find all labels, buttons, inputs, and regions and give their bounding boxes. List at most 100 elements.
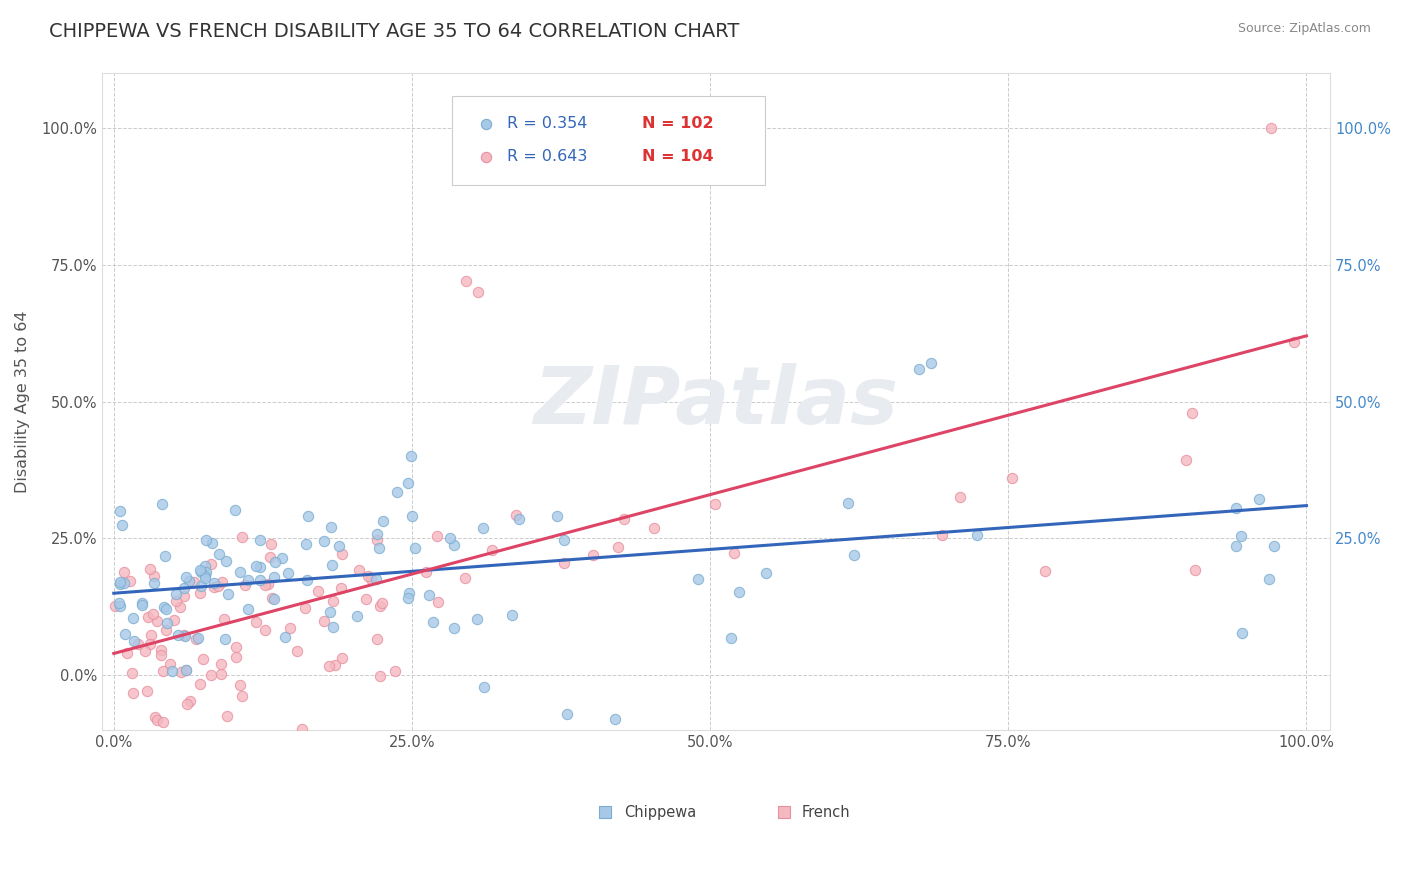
Point — [1035, 564, 1057, 578]
Point — [931, 528, 953, 542]
Point — [396, 476, 419, 491]
Point — [176, 663, 198, 677]
Point — [765, 737, 787, 751]
Point — [360, 572, 382, 586]
Point — [146, 714, 169, 728]
Point — [170, 665, 193, 680]
Point — [703, 497, 725, 511]
Point — [1225, 539, 1247, 553]
Point — [321, 558, 343, 573]
Point — [163, 613, 186, 627]
Point — [139, 561, 162, 575]
Point — [249, 533, 271, 547]
Point — [229, 678, 252, 692]
Point — [207, 579, 229, 593]
Point — [174, 629, 197, 643]
Point — [1249, 492, 1271, 507]
Point — [307, 584, 329, 599]
Point — [401, 449, 423, 463]
Point — [231, 689, 253, 703]
Point — [263, 592, 285, 607]
Point — [720, 631, 742, 645]
Point — [312, 533, 335, 548]
Point — [371, 596, 394, 610]
Point — [215, 709, 238, 723]
Point — [278, 621, 301, 635]
Point — [190, 585, 212, 599]
Point — [209, 657, 232, 671]
Point — [263, 569, 285, 583]
Point — [256, 576, 278, 591]
Point — [319, 605, 342, 619]
FancyBboxPatch shape — [451, 96, 765, 185]
Point — [273, 630, 295, 644]
Point — [366, 527, 388, 541]
Point — [155, 624, 177, 638]
Point — [454, 571, 477, 585]
Point — [179, 694, 201, 708]
Point — [1174, 452, 1197, 467]
Point — [404, 541, 426, 555]
Point — [398, 586, 420, 600]
Point — [354, 591, 377, 606]
Point — [330, 651, 353, 665]
Point — [108, 576, 131, 591]
Point — [159, 657, 181, 671]
Point — [136, 610, 159, 624]
Point — [907, 361, 929, 376]
Point — [176, 697, 198, 711]
Point — [613, 512, 636, 526]
Point — [186, 632, 208, 646]
Point — [314, 614, 336, 628]
Point — [121, 665, 143, 680]
Text: N = 102: N = 102 — [643, 116, 714, 131]
Point — [949, 490, 972, 504]
Point — [183, 574, 205, 589]
Point — [263, 555, 285, 569]
Point — [112, 566, 135, 580]
Text: R = 0.354: R = 0.354 — [508, 116, 588, 131]
Point — [114, 627, 136, 641]
Point — [215, 554, 238, 568]
Point — [285, 644, 308, 658]
Point — [187, 631, 209, 645]
Point — [224, 503, 246, 517]
Point — [173, 581, 195, 595]
Point — [555, 706, 578, 721]
Text: N = 104: N = 104 — [643, 150, 714, 164]
Point — [194, 558, 217, 573]
Point — [174, 570, 197, 584]
Y-axis label: Disability Age 35 to 64: Disability Age 35 to 64 — [15, 310, 30, 492]
Point — [260, 536, 283, 550]
Point — [844, 548, 866, 562]
Point — [211, 667, 233, 681]
Point — [200, 668, 222, 682]
Point — [418, 589, 440, 603]
Point — [501, 608, 523, 623]
Point — [401, 509, 423, 524]
Point — [385, 484, 408, 499]
Point — [346, 608, 368, 623]
Point — [131, 595, 153, 609]
Point — [357, 569, 380, 583]
Point — [837, 496, 859, 510]
Point — [318, 658, 340, 673]
Point — [364, 572, 387, 586]
Point — [201, 536, 224, 550]
Point — [328, 539, 350, 553]
Point — [169, 600, 191, 615]
Point — [217, 587, 239, 601]
Point — [1001, 471, 1024, 485]
Point — [389, 755, 412, 769]
Point — [330, 547, 353, 561]
Point — [368, 599, 391, 613]
Point — [592, 737, 614, 751]
Point — [471, 521, 494, 535]
Text: R = 0.643: R = 0.643 — [508, 150, 588, 164]
Point — [134, 644, 156, 658]
Point — [481, 542, 503, 557]
Point — [297, 508, 319, 523]
Text: Chippewa: Chippewa — [624, 805, 696, 820]
Point — [200, 557, 222, 571]
Point — [728, 585, 751, 599]
